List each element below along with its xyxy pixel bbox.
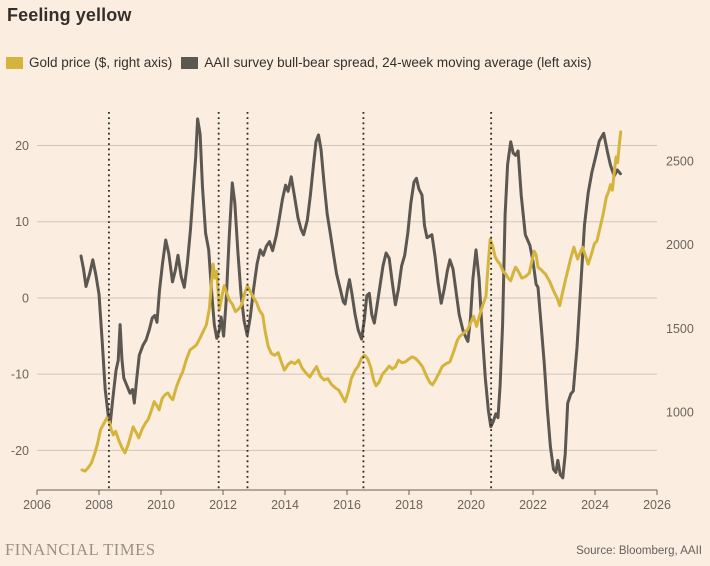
series-line-gold — [80, 130, 623, 473]
right-axis-label: 2500 — [666, 154, 694, 168]
aaii-series-swatch-icon — [181, 56, 199, 69]
x-axis-label: 2022 — [519, 498, 547, 512]
legend-label-aaii: AAII survey bull-bear spread, 24-week mo… — [204, 55, 592, 70]
legend: Gold price ($, right axis) AAII survey b… — [6, 55, 592, 70]
left-axis-label: 20 — [15, 139, 29, 153]
x-axis-label: 2020 — [457, 498, 485, 512]
x-axis-label: 2006 — [23, 498, 51, 512]
gold-series-swatch-icon — [6, 56, 23, 69]
x-axis-label: 2024 — [581, 498, 609, 512]
right-axis-label: 1000 — [666, 406, 694, 420]
source-credit: Source: Bloomberg, AAII — [576, 545, 702, 557]
x-axis-label: 2008 — [85, 498, 113, 512]
left-axis-label: -10 — [11, 368, 29, 382]
x-axis-label: 2010 — [147, 498, 175, 512]
right-axis-label: 1500 — [666, 322, 694, 336]
page-title: Feeling yellow — [7, 5, 132, 25]
left-axis-label: 10 — [15, 215, 29, 229]
legend-label-gold: Gold price ($, right axis) — [29, 55, 173, 70]
x-axis-label: 2014 — [271, 498, 299, 512]
right-axis-label: 2000 — [666, 238, 694, 252]
x-axis-label: 2012 — [209, 498, 237, 512]
legend-item-aaii: AAII survey bull-bear spread, 24-week mo… — [181, 55, 592, 70]
left-axis-label: 0 — [22, 291, 29, 305]
x-axis-label: 2026 — [643, 498, 671, 512]
series-line-aaii — [79, 117, 622, 480]
x-axis-label: 2018 — [395, 498, 423, 512]
left-axis-label: -20 — [11, 444, 29, 458]
x-axis-label: 2016 — [333, 498, 361, 512]
financial-times-logo: FINANCIAL TIMES — [5, 540, 156, 559]
legend-item-gold: Gold price ($, right axis) — [6, 55, 172, 70]
